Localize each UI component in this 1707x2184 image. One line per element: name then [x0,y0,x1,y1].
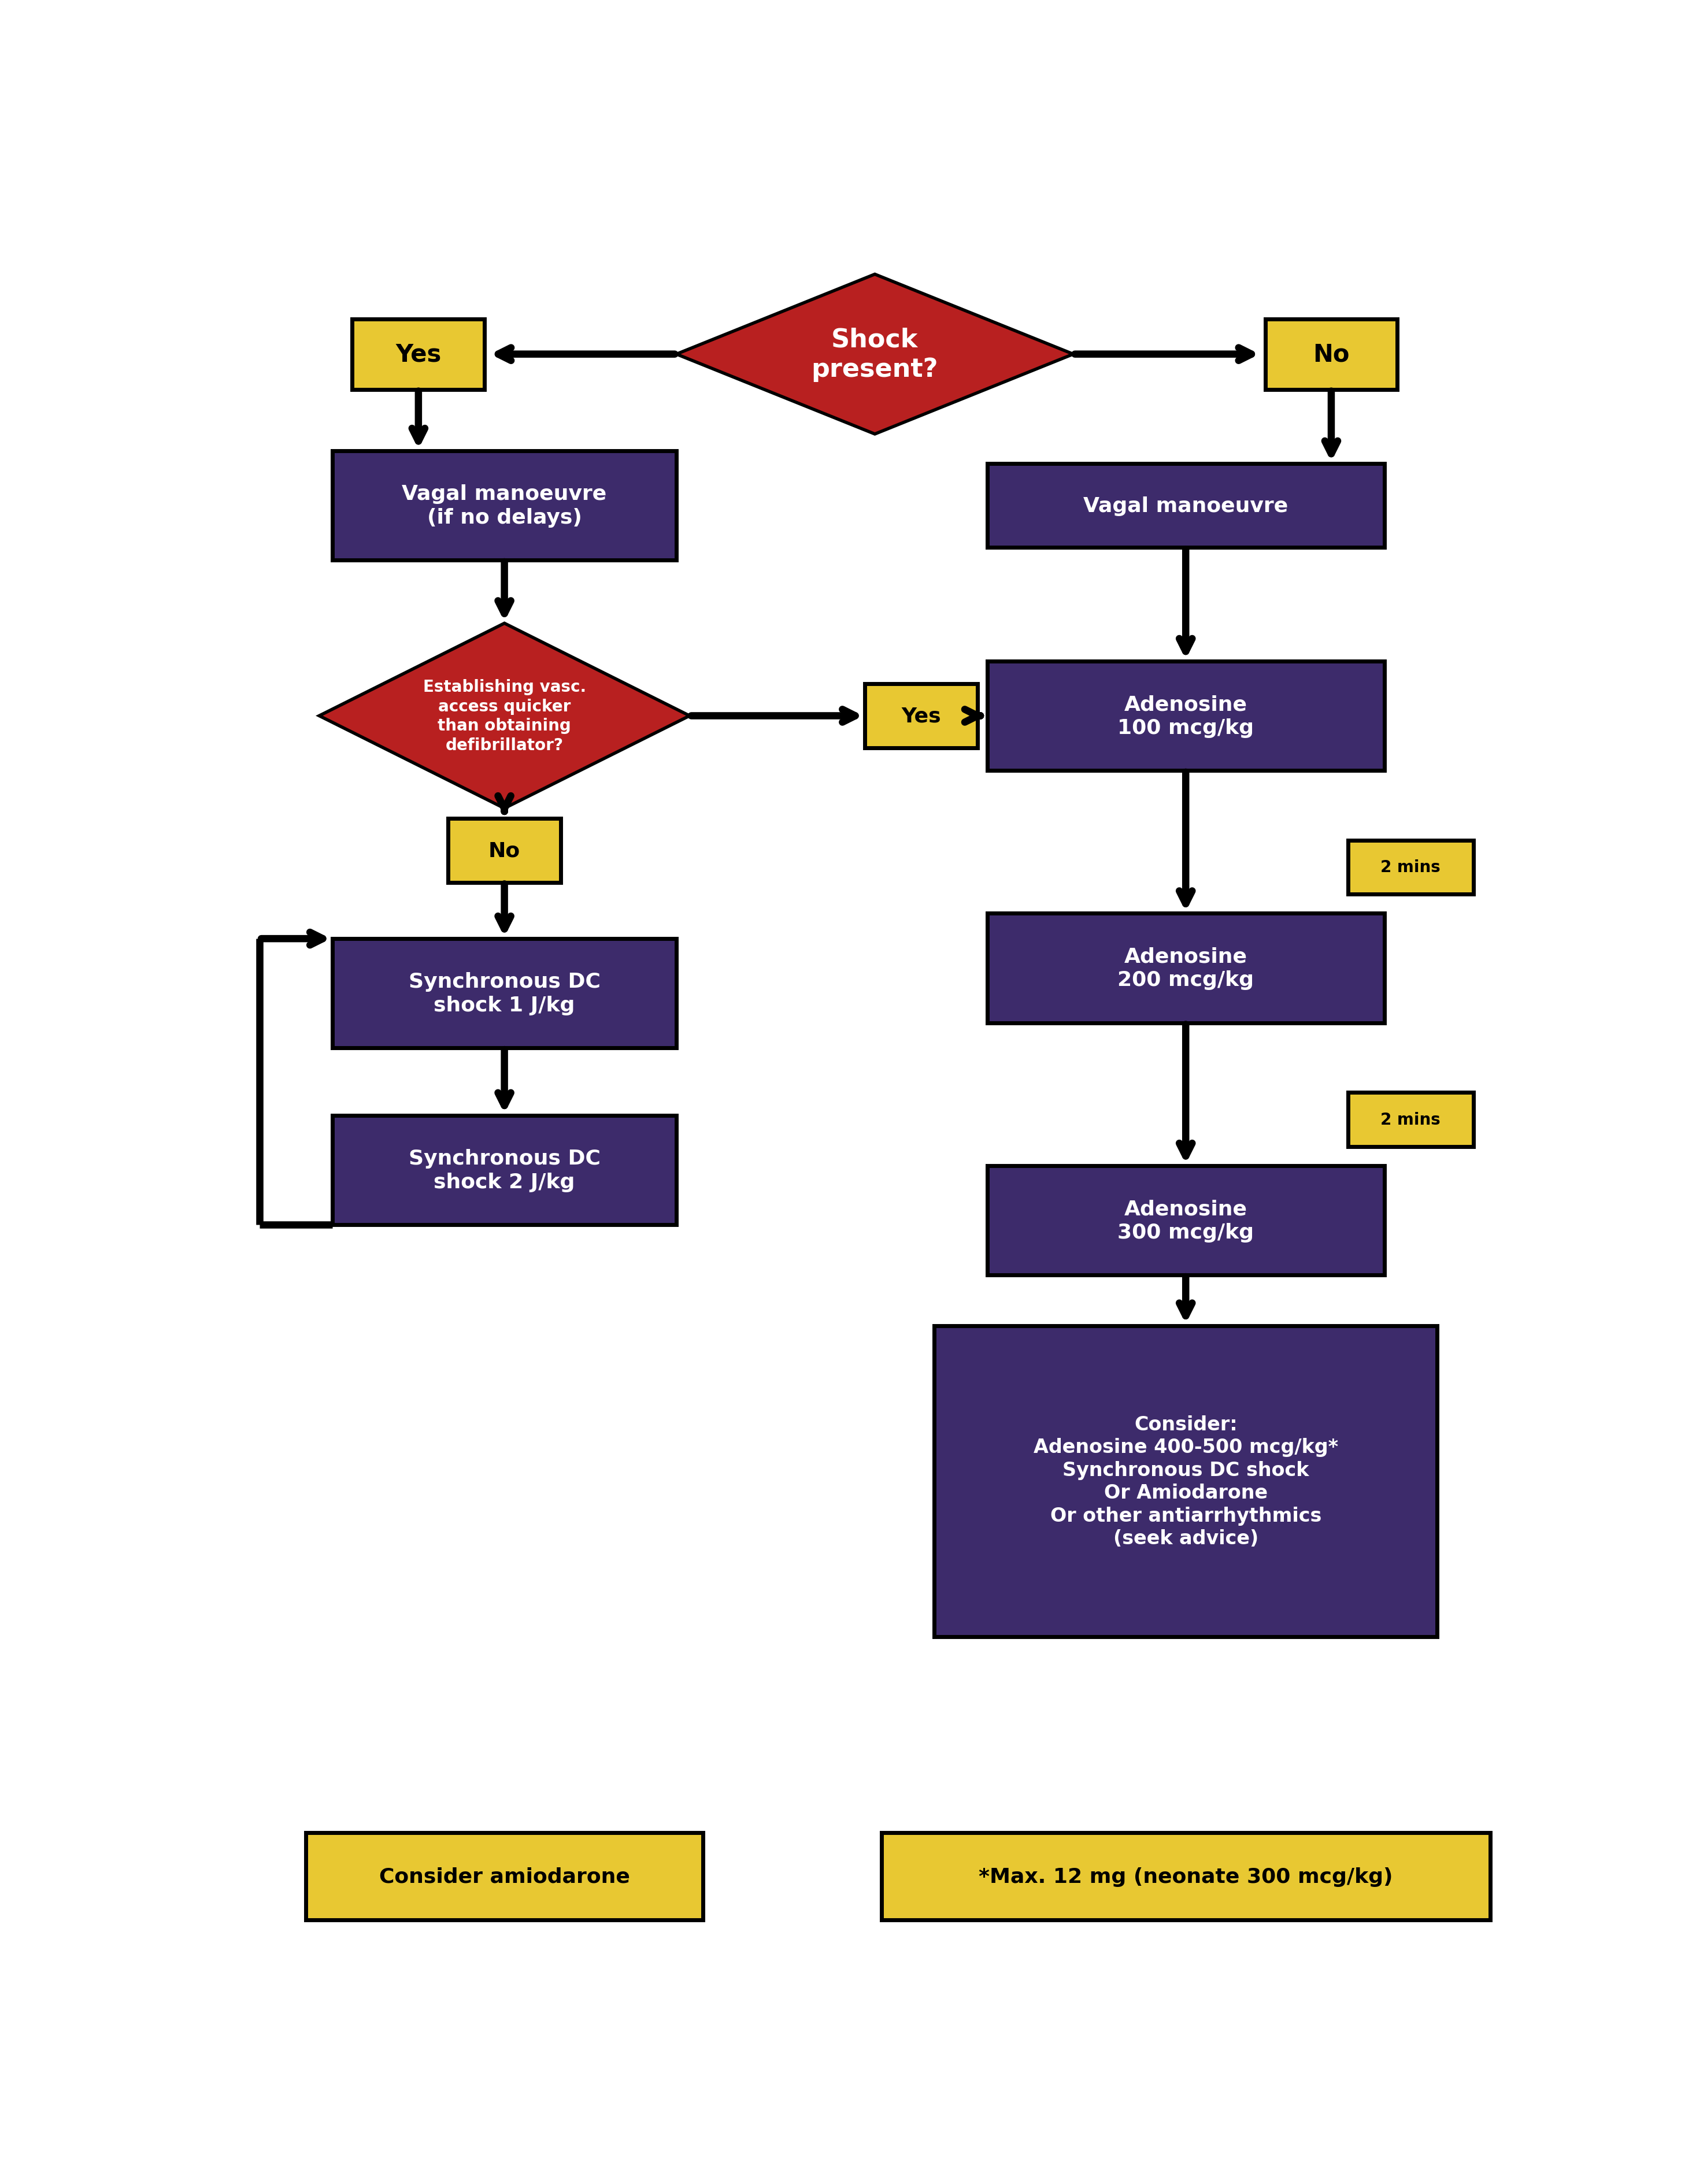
Bar [352,319,485,391]
Bar [987,1166,1384,1275]
Text: Vagal manoeuvre: Vagal manoeuvre [1084,496,1289,515]
Text: 2 mins: 2 mins [1381,1112,1441,1127]
Text: Consider amiodarone: Consider amiodarone [379,1867,630,1887]
Bar [934,1326,1437,1636]
Polygon shape [676,275,1074,435]
Text: Vagal manoeuvre
(if no delays): Vagal manoeuvre (if no delays) [403,485,606,529]
Bar [1265,319,1398,391]
Text: Establishing vasc.
access quicker
than obtaining
defibrillator?: Establishing vasc. access quicker than o… [423,679,586,753]
Bar [1349,1092,1473,1147]
Bar [987,662,1384,771]
Text: Synchronous DC
shock 1 J/kg: Synchronous DC shock 1 J/kg [408,972,601,1016]
Bar [333,1116,676,1225]
Text: Adenosine
200 mcg/kg: Adenosine 200 mcg/kg [1118,948,1255,989]
Text: Adenosine
300 mcg/kg: Adenosine 300 mcg/kg [1118,1199,1255,1243]
Text: *Max. 12 mg (neonate 300 mcg/kg): *Max. 12 mg (neonate 300 mcg/kg) [978,1867,1393,1887]
Text: No: No [488,841,521,860]
Text: Yes: Yes [396,343,442,367]
Text: Consider:
Adenosine 400-500 mcg/kg*
Synchronous DC shock
Or Amiodarone
Or other : Consider: Adenosine 400-500 mcg/kg* Sync… [1033,1415,1338,1548]
Polygon shape [319,625,690,808]
Text: Adenosine
100 mcg/kg: Adenosine 100 mcg/kg [1118,695,1255,738]
Text: No: No [1313,343,1350,367]
Bar [333,939,676,1048]
Bar [881,1832,1490,1920]
Bar [1349,841,1473,895]
Bar [987,913,1384,1022]
Bar [865,684,978,749]
Text: 2 mins: 2 mins [1381,858,1441,876]
Text: Synchronous DC
shock 2 J/kg: Synchronous DC shock 2 J/kg [408,1149,601,1192]
Bar [449,819,560,882]
Text: Yes: Yes [901,705,941,725]
Bar [306,1832,703,1920]
Bar [333,452,676,561]
Text: Shock
present?: Shock present? [811,328,939,382]
Bar [987,463,1384,548]
